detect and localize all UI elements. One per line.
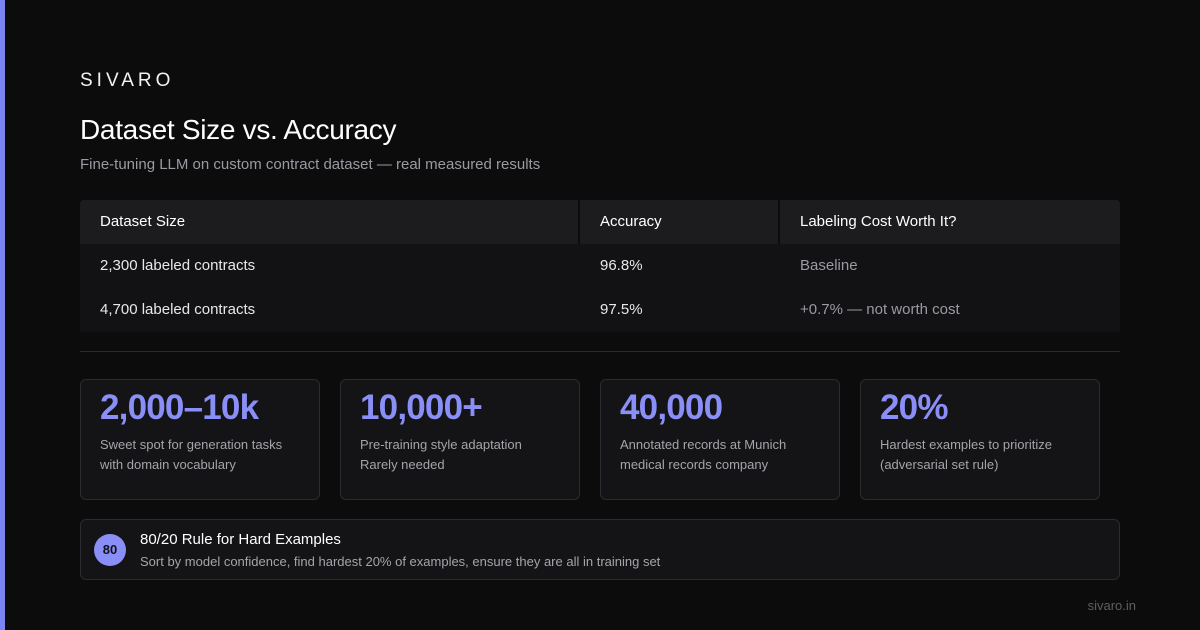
results-table: Dataset Size Accuracy Labeling Cost Wort… xyxy=(80,200,1120,332)
cell-accuracy: 97.5% xyxy=(600,301,643,318)
stat-cards: 2,000–10k Sweet spot for generation task… xyxy=(80,379,1120,500)
stat-description: Hardest examples to prioritize (adversar… xyxy=(880,435,1080,475)
cell-dataset-size: 2,300 labeled contracts xyxy=(100,257,256,274)
stat-value: 10,000+ xyxy=(360,388,483,427)
stat-card: 20% Hardest examples to prioritize (adve… xyxy=(860,379,1100,500)
stat-description-line: Annotated records at Munich xyxy=(620,436,787,452)
table-row: 2,300 labeled contracts 96.8% Baseline xyxy=(80,244,1120,288)
stat-description-line: with domain vocabulary xyxy=(100,456,236,472)
cell-labeling-cost: +0.7% — not worth cost xyxy=(800,301,960,318)
cell-accuracy: 96.8% xyxy=(600,257,643,274)
cell-dataset-size: 4,700 labeled contracts xyxy=(100,301,256,318)
stat-value: 20% xyxy=(880,388,948,427)
stat-card: 2,000–10k Sweet spot for generation task… xyxy=(80,379,320,500)
rule-title: 80/20 Rule for Hard Examples xyxy=(140,531,341,548)
page-title: Dataset Size vs. Accuracy xyxy=(80,114,397,145)
stat-description-line: medical records company xyxy=(620,456,769,472)
stat-description: Pre-training style adaptation Rarely nee… xyxy=(360,435,560,475)
column-header-labeling-cost: Labeling Cost Worth It? xyxy=(800,213,957,230)
accent-bar xyxy=(0,0,5,630)
rule-description: Sort by model confidence, find hardest 2… xyxy=(140,554,661,569)
rule-callout: 80 80/20 Rule for Hard Examples Sort by … xyxy=(80,519,1120,580)
stat-description-line: Pre-training style adaptation xyxy=(360,436,522,452)
stat-description-line: Hardest examples to prioritize xyxy=(880,436,1052,452)
stat-description-line: Sweet spot for generation tasks xyxy=(100,436,283,452)
brand-logo: SIVARO xyxy=(80,70,175,91)
rule-badge: 80 xyxy=(94,534,126,566)
stat-card: 10,000+ Pre-training style adaptation Ra… xyxy=(340,379,580,500)
footer-url: sivaro.in xyxy=(1087,598,1136,613)
stat-description-line: (adversarial set rule) xyxy=(880,456,999,472)
stat-card: 40,000 Annotated records at Munich medic… xyxy=(600,379,840,500)
table-header-row: Dataset Size Accuracy Labeling Cost Wort… xyxy=(80,200,1120,244)
table-row: 4,700 labeled contracts 97.5% +0.7% — no… xyxy=(80,288,1120,332)
cell-labeling-cost: Baseline xyxy=(800,257,858,274)
stat-description: Annotated records at Munich medical reco… xyxy=(620,435,820,475)
stat-value: 40,000 xyxy=(620,388,723,427)
stat-description-line: Rarely needed xyxy=(360,456,445,472)
stat-value: 2,000–10k xyxy=(100,388,259,427)
section-divider xyxy=(80,351,1120,352)
stat-description: Sweet spot for generation tasks with dom… xyxy=(100,435,300,475)
column-header-dataset-size: Dataset Size xyxy=(80,200,580,244)
column-header-accuracy: Accuracy xyxy=(580,200,780,244)
page-subtitle: Fine-tuning LLM on custom contract datas… xyxy=(80,156,541,173)
